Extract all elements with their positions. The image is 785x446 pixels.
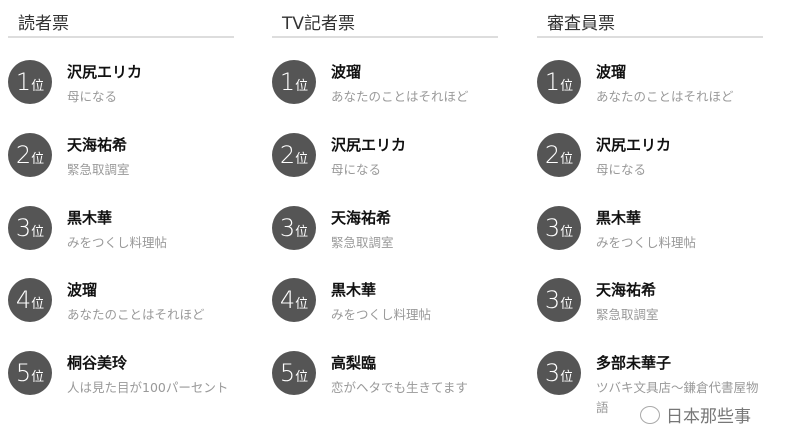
rank-number: 3: [544, 286, 561, 314]
actress-name: 波瑠: [596, 63, 627, 81]
rank-number: 4: [279, 286, 296, 314]
actress-name: 沢尻エリカ: [596, 136, 672, 154]
rank-badge: 3 位: [537, 278, 581, 322]
rank-suffix: 位: [560, 79, 574, 94]
watermark-text: 日本那些事: [666, 407, 751, 427]
rank-badge: 3 位: [272, 206, 316, 250]
ranking-entry: 2 位 沢尻エリカ 母になる: [537, 133, 763, 203]
drama-title: 緊急取調室: [67, 162, 130, 177]
rank-badge: 3 位: [8, 206, 52, 250]
rank-badge: 3 位: [537, 206, 581, 250]
rank-badge: 1 位: [537, 60, 581, 104]
drama-title: 緊急取調室: [596, 307, 659, 322]
actress-name: 沢尻エリカ: [67, 63, 143, 81]
rank-number: 2: [15, 141, 32, 169]
drama-title: あなたのことはそれほど: [67, 307, 205, 322]
ranking-entry: 3 位 黒木華 みをつくし料理帖: [537, 206, 763, 276]
rank-badge: 1 位: [272, 60, 316, 104]
ranking-entry: 2 位 沢尻エリカ 母になる: [272, 133, 498, 203]
rank-number: 1: [15, 68, 32, 96]
rank-suffix: 位: [295, 370, 309, 385]
drama-title: ツバキ文具店～鎌倉代書屋物語: [596, 380, 759, 415]
rank-suffix: 位: [31, 79, 45, 94]
rank-badge: 2 位: [537, 133, 581, 177]
column-title: 審査員票: [547, 14, 615, 34]
ranking-entry: 1 位 波瑠 あなたのことはそれほど: [537, 60, 763, 130]
drama-title: あなたのことはそれほど: [596, 89, 734, 104]
divider: [8, 36, 234, 38]
rank-number: 2: [544, 141, 561, 169]
rank-suffix: 位: [295, 225, 309, 240]
ranking-entry: 5 位 高梨臨 恋がヘタでも生きてます: [272, 351, 498, 421]
rank-number: 3: [15, 214, 32, 242]
rank-suffix: 位: [560, 370, 574, 385]
rank-suffix: 位: [295, 152, 309, 167]
ranking-entry: 3 位 天海祐希 緊急取調室: [537, 278, 763, 348]
rank-badge: 5 位: [272, 351, 316, 395]
rank-number: 5: [279, 359, 296, 387]
drama-title: みをつくし料理帖: [67, 235, 168, 250]
ranking-entry: 3 位 黒木華 みをつくし料理帖: [8, 206, 234, 276]
actress-name: 天海祐希: [331, 209, 392, 227]
drama-title: みをつくし料理帖: [596, 235, 697, 250]
divider: [272, 36, 498, 38]
rank-badge: 4 位: [8, 278, 52, 322]
rank-badge: 3 位: [537, 351, 581, 395]
actress-name: 多部未華子: [596, 354, 672, 372]
ranking-entry: 4 位 波瑠 あなたのことはそれほど: [8, 278, 234, 348]
rank-suffix: 位: [31, 225, 45, 240]
rank-number: 1: [544, 68, 561, 96]
rank-number: 3: [544, 359, 561, 387]
drama-title: みをつくし料理帖: [331, 307, 432, 322]
rank-number: 2: [279, 141, 296, 169]
rank-badge: 5 位: [8, 351, 52, 395]
ranking-entry: 3 位 多部未華子 ツバキ文具店～鎌倉代書屋物語: [537, 351, 763, 421]
rank-number: 5: [15, 359, 32, 387]
rank-number: 3: [544, 214, 561, 242]
column-title: 読者票: [18, 14, 69, 34]
rank-suffix: 位: [560, 225, 574, 240]
ranking-entry: 1 位 波瑠 あなたのことはそれほど: [272, 60, 498, 130]
actress-name: 波瑠: [331, 63, 362, 81]
column-title: TV記者票: [282, 14, 356, 34]
ranking-entry: 3 位 天海祐希 緊急取調室: [272, 206, 498, 276]
rank-number: 4: [15, 286, 32, 314]
divider: [537, 36, 763, 38]
rank-suffix: 位: [560, 297, 574, 312]
rank-badge: 4 位: [272, 278, 316, 322]
actress-name: 黒木華: [331, 281, 377, 299]
actress-name: 天海祐希: [596, 281, 657, 299]
actress-name: 沢尻エリカ: [331, 136, 407, 154]
actress-name: 黒木華: [67, 209, 113, 227]
ranking-entry: 4 位 黒木華 みをつくし料理帖: [272, 278, 498, 348]
rank-number: 1: [279, 68, 296, 96]
rank-badge: 2 位: [272, 133, 316, 177]
drama-title: 恋がヘタでも生きてます: [331, 380, 468, 395]
rank-badge: 1 位: [8, 60, 52, 104]
ranking-entry: 5 位 桐谷美玲 人は見た目が100パーセント: [8, 351, 234, 421]
actress-name: 高梨臨: [331, 354, 377, 372]
drama-title: 母になる: [331, 162, 382, 177]
drama-title: 母になる: [596, 162, 647, 177]
rank-suffix: 位: [295, 297, 309, 312]
ranking-entry: 1 位 沢尻エリカ 母になる: [8, 60, 234, 130]
rank-suffix: 位: [295, 79, 309, 94]
rank-suffix: 位: [31, 152, 45, 167]
drama-title: 母になる: [67, 89, 118, 104]
drama-title: あなたのことはそれほど: [331, 89, 469, 104]
rank-suffix: 位: [31, 297, 45, 312]
ranking-entry: 2 位 天海祐希 緊急取調室: [8, 133, 234, 203]
actress-name: 桐谷美玲: [67, 354, 128, 372]
actress-name: 天海祐希: [67, 136, 128, 154]
wechat-logo-icon: [640, 405, 660, 424]
watermark: 日本那些事: [640, 402, 751, 427]
rank-number: 3: [279, 214, 296, 242]
rank-badge: 2 位: [8, 133, 52, 177]
drama-title: 緊急取調室: [331, 235, 394, 250]
rank-suffix: 位: [560, 152, 574, 167]
actress-name: 波瑠: [67, 281, 98, 299]
drama-title: 人は見た目が100パーセント: [67, 380, 229, 395]
actress-name: 黒木華: [596, 209, 642, 227]
rank-suffix: 位: [31, 370, 45, 385]
